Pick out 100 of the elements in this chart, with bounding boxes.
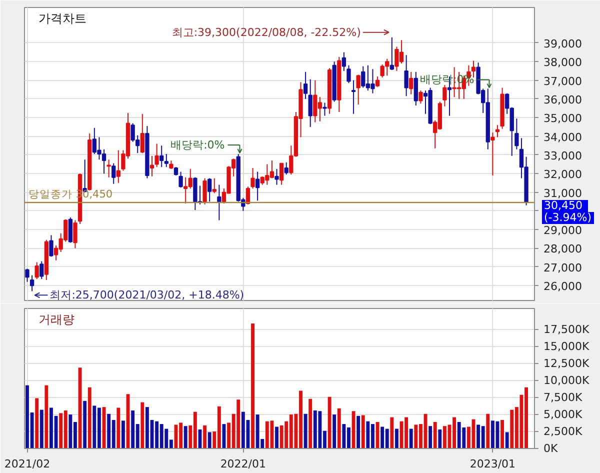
bar: [40, 410, 44, 448]
bar: [78, 368, 82, 448]
y-tick-label: 36,000: [544, 93, 582, 106]
candlestick: [30, 274, 34, 292]
annotation: 배당락:0%: [170, 138, 225, 152]
bar: [337, 408, 341, 448]
y-tick-label: 39,000: [544, 37, 582, 50]
bar: [88, 387, 92, 448]
x-tick-label: 2022/01: [220, 458, 266, 470]
candlestick: [160, 145, 164, 168]
y-tick-label: 10,000K: [544, 374, 590, 388]
y-tick-label: 7,500K: [544, 391, 583, 404]
bar: [433, 422, 437, 448]
candlestick: [202, 178, 207, 205]
y-tick-label: 26,000: [544, 280, 582, 294]
candlestick: [418, 90, 423, 104]
candlestick: [106, 159, 111, 178]
text: 30,450: [544, 199, 582, 212]
candlestick: [49, 234, 54, 258]
candlestick: [246, 186, 250, 205]
candlestick: [346, 64, 351, 84]
candlestick: [390, 36, 394, 71]
bar: [356, 416, 360, 448]
candlestick: [322, 102, 327, 116]
bar: [505, 432, 509, 448]
bar: [352, 411, 356, 448]
y-tick-label: 28,000: [544, 242, 582, 256]
y-tick-label: 0K: [544, 442, 558, 455]
bar: [203, 425, 207, 448]
y-tick-label: 2,500K: [544, 425, 583, 438]
candlestick: [140, 113, 144, 154]
candlestick: [351, 80, 356, 114]
bar: [184, 426, 188, 448]
bar: [428, 426, 432, 448]
y-tick-label: 5,000K: [544, 408, 583, 422]
y-tick-label: 15,000K: [544, 340, 590, 354]
y-tick-label: 35,000: [544, 112, 582, 126]
x-tick-label: 2021/02: [4, 458, 50, 470]
candlestick: [404, 54, 408, 97]
bar: [208, 432, 212, 448]
candlestick: [342, 52, 346, 72]
candlestick: [250, 167, 255, 190]
bar: [140, 402, 144, 448]
bar: [44, 385, 48, 448]
bar: [304, 414, 308, 448]
bar: [500, 420, 504, 448]
candlestick: [409, 71, 414, 95]
y-tick-label: 34,000: [544, 130, 582, 144]
candlestick: [308, 78, 312, 128]
candlestick: [40, 260, 44, 280]
candlestick: [274, 168, 279, 186]
bar: [390, 417, 394, 448]
text: (-3.94%): [544, 211, 592, 224]
bar: [35, 398, 39, 448]
candlestick: [217, 184, 222, 221]
candlestick: [178, 171, 183, 188]
candlestick: [356, 74, 360, 106]
y-tick-label: 31,000: [544, 186, 582, 200]
candlestick: [207, 178, 212, 202]
candlestick: [495, 124, 500, 138]
y-tick-label: 29,000: [544, 224, 582, 238]
bar: [251, 323, 254, 448]
bar: [394, 428, 398, 448]
bar: [308, 398, 312, 448]
candlestick: [284, 162, 288, 176]
candlestick: [116, 150, 120, 184]
bar: [332, 414, 336, 448]
bar: [376, 422, 380, 448]
y-tick-label: 12,500K: [544, 357, 590, 370]
annotation: 최고:39,300(2022/08/08, -22.52%): [172, 26, 361, 39]
bar: [328, 396, 332, 448]
chart-title: 거래량: [38, 312, 74, 326]
candlestick: [375, 76, 380, 88]
candlestick: [490, 132, 495, 176]
bar: [116, 408, 120, 448]
y-tick-label: 33,000: [544, 149, 582, 162]
bar: [121, 420, 125, 448]
candlestick: [112, 162, 116, 184]
bar: [486, 414, 490, 448]
candlestick: [68, 216, 73, 244]
bar: [409, 428, 413, 448]
y-tick-label: 27,000: [544, 261, 582, 274]
candlestick: [212, 178, 216, 194]
candlestick: [164, 154, 168, 168]
y-tick-label: 38,000: [544, 56, 582, 70]
candlestick: [442, 84, 447, 107]
bar: [222, 424, 226, 448]
candlestick: [255, 171, 260, 202]
candlestick: [34, 262, 39, 280]
bar: [438, 429, 442, 448]
annotation: 최저:25,700(2021/03/02, +18.48%): [50, 288, 244, 302]
x-tick-label: 2023/01: [470, 458, 516, 470]
candlestick: [303, 71, 308, 100]
candlestick: [25, 268, 30, 282]
chart-title: 가격차트: [38, 12, 86, 26]
bar: [83, 400, 87, 448]
bar: [361, 415, 365, 448]
candlestick: [414, 71, 418, 106]
y-tick-label: 17,500K: [544, 323, 590, 336]
candlestick: [279, 162, 284, 186]
